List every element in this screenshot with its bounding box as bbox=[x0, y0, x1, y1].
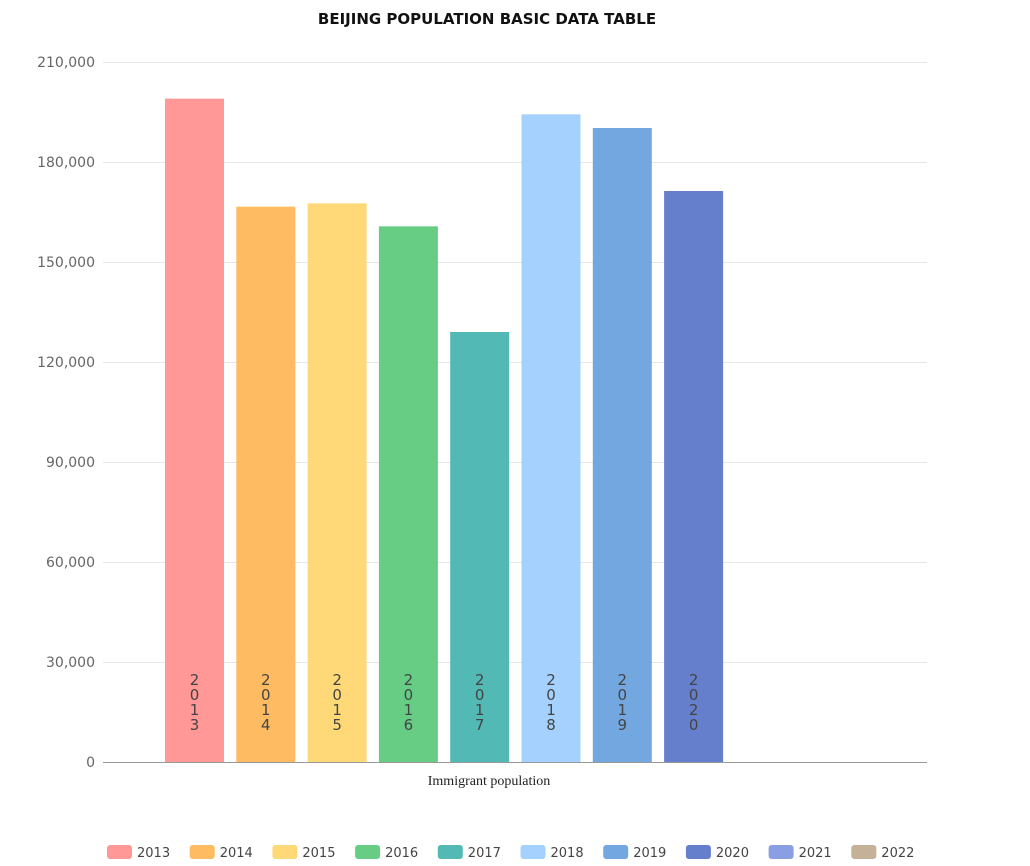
legend-label: 2018 bbox=[551, 846, 584, 861]
legend-item-2017[interactable]: 2017 bbox=[437, 845, 501, 861]
bar-2016 bbox=[378, 226, 438, 763]
bar-2013 bbox=[165, 98, 224, 762]
bar-label-char: 2 bbox=[332, 671, 342, 689]
y-axis-ticks: 0 30,000 60,000 90,000 120,000 150,000 180,000… bbox=[37, 55, 95, 771]
bar-label-2013: 2013 bbox=[190, 671, 200, 734]
bar-2020 bbox=[664, 191, 724, 762]
legend-item-2014[interactable]: 2014 bbox=[189, 845, 253, 861]
bar-label-char: 1 bbox=[546, 701, 556, 719]
legend-item-2016[interactable]: 2016 bbox=[355, 845, 418, 861]
legend-swatch bbox=[768, 845, 794, 859]
bar-label-char: 3 bbox=[190, 716, 200, 734]
legend-item-2020[interactable]: 2020 bbox=[685, 845, 749, 861]
bar-2014 bbox=[236, 206, 296, 762]
legend-swatch bbox=[851, 845, 877, 859]
legend-swatch bbox=[272, 845, 298, 859]
bar-label-char: 4 bbox=[261, 716, 271, 734]
y-tick-label: 210,000 bbox=[37, 55, 95, 71]
y-tick-label: 60,000 bbox=[46, 555, 95, 571]
bar-label-char: 0 bbox=[689, 716, 699, 734]
bar-label-char: 0 bbox=[261, 686, 271, 704]
legend-label: 2020 bbox=[716, 846, 749, 861]
bar-label-char: 2 bbox=[546, 671, 556, 689]
bar-label-2016: 2016 bbox=[404, 671, 414, 734]
grid-lines bbox=[103, 62, 927, 663]
bar-label-2015: 2015 bbox=[332, 671, 342, 734]
y-tick-label: 180,000 bbox=[37, 155, 95, 171]
y-tick-label: 0 bbox=[86, 755, 95, 771]
legend-label: 2016 bbox=[385, 846, 418, 861]
bar-label-char: 2 bbox=[618, 671, 628, 689]
y-tick-label: 30,000 bbox=[46, 655, 95, 671]
legend-swatch bbox=[520, 845, 546, 859]
bar-label-char: 0 bbox=[546, 686, 556, 704]
bar-label-char: 2 bbox=[689, 671, 699, 689]
legend-label: 2014 bbox=[220, 846, 253, 861]
bar-label-char: 0 bbox=[618, 686, 628, 704]
legend-label: 2013 bbox=[137, 846, 170, 861]
bar-label-char: 1 bbox=[618, 701, 628, 719]
legend-label: 2022 bbox=[881, 846, 914, 861]
legend: 2013 2014 2015 2016 2017 2018 2019 2020 2021 2022 bbox=[107, 845, 914, 861]
bar-label-char: 1 bbox=[475, 701, 485, 719]
bars bbox=[165, 98, 724, 763]
legend-item-2018[interactable]: 2018 bbox=[520, 845, 584, 861]
bar-2015 bbox=[307, 203, 367, 763]
y-tick-label: 150,000 bbox=[37, 255, 95, 271]
legend-swatch bbox=[355, 845, 381, 859]
y-tick-label: 90,000 bbox=[46, 455, 95, 471]
legend-swatch bbox=[437, 845, 463, 859]
bar-label-char: 0 bbox=[475, 686, 485, 704]
bar-label-char: 0 bbox=[404, 686, 414, 704]
bar-2019 bbox=[592, 128, 652, 762]
bar-label-char: 0 bbox=[190, 686, 200, 704]
bar-label-char: 0 bbox=[332, 686, 342, 704]
bar-label-char: 1 bbox=[190, 701, 200, 719]
legend-item-2019[interactable]: 2019 bbox=[603, 845, 666, 861]
legend-label: 2015 bbox=[302, 846, 335, 861]
bar-label-char: 9 bbox=[618, 716, 628, 734]
legend-label: 2021 bbox=[799, 846, 832, 861]
bar-label-char: 1 bbox=[261, 701, 271, 719]
legend-swatch bbox=[189, 845, 215, 859]
legend-item-2021[interactable]: 2021 bbox=[768, 845, 832, 861]
legend-label: 2019 bbox=[633, 846, 666, 861]
bar-label-char: 2 bbox=[475, 671, 485, 689]
bar-label-char: 2 bbox=[689, 701, 699, 719]
bar-label-char: 8 bbox=[546, 716, 556, 734]
bar-label-2014: 2014 bbox=[261, 671, 271, 734]
bar-label-2020: 2020 bbox=[689, 671, 699, 734]
legend-item-2022[interactable]: 2022 bbox=[851, 845, 914, 861]
bar-label-char: 7 bbox=[475, 716, 485, 734]
legend-swatch bbox=[107, 845, 132, 859]
bar-2018 bbox=[521, 114, 581, 763]
bar-label-2017: 2017 bbox=[475, 671, 485, 734]
legend-label: 2017 bbox=[468, 846, 501, 861]
bar-label-2019: 2019 bbox=[618, 671, 628, 734]
bar-label-char: 5 bbox=[332, 716, 342, 734]
bar-label-char: 2 bbox=[190, 671, 200, 689]
bar-label-char: 6 bbox=[404, 716, 414, 734]
legend-item-2013[interactable]: 2013 bbox=[107, 845, 170, 861]
bar-label-char: 0 bbox=[689, 686, 699, 704]
bar-label-char: 2 bbox=[261, 671, 271, 689]
legend-item-2015[interactable]: 2015 bbox=[272, 845, 335, 861]
bar-label-2018: 2018 bbox=[546, 671, 556, 734]
legend-swatch bbox=[685, 845, 711, 859]
bar-2017 bbox=[450, 332, 510, 762]
legend-swatch bbox=[603, 845, 629, 859]
bar-label-char: 1 bbox=[332, 701, 342, 719]
bar-label-char: 2 bbox=[404, 671, 414, 689]
x-axis-label: Immigrant population bbox=[428, 774, 550, 789]
y-tick-label: 120,000 bbox=[37, 355, 95, 371]
chart-title: BEIJING POPULATION BASIC DATA TABLE bbox=[318, 10, 656, 28]
bar-label-char: 1 bbox=[404, 701, 414, 719]
